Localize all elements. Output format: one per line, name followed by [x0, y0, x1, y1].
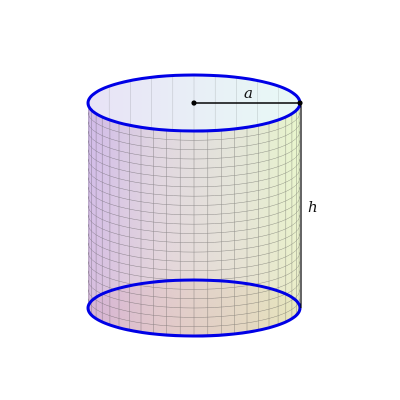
- mesh-arc: [88, 196, 300, 225]
- mesh-arc: [88, 112, 300, 141]
- mesh-arc: [88, 224, 300, 253]
- mesh-arc: [88, 298, 300, 327]
- mesh-arc: [88, 261, 300, 290]
- mesh-arc: [88, 279, 300, 309]
- mesh-arc: [88, 233, 300, 262]
- radius-end-point: [297, 100, 303, 106]
- radius-label: a: [244, 84, 253, 102]
- mesh-arc: [88, 177, 300, 206]
- mesh-arc: [88, 158, 300, 188]
- bottom-rim: [86, 278, 302, 338]
- mesh-arc: [88, 214, 300, 244]
- mesh-arc: [88, 205, 300, 234]
- mesh-arc: [88, 140, 300, 169]
- height-label: h: [308, 198, 318, 216]
- mesh-arc: [88, 186, 300, 216]
- mesh-arc: [88, 242, 300, 272]
- mesh-arc: [88, 168, 300, 197]
- mesh-arc: [88, 270, 300, 299]
- mesh-arc: [88, 149, 300, 178]
- mesh-arc: [88, 130, 300, 160]
- center-point: [191, 100, 197, 106]
- mesh-arc: [88, 289, 300, 318]
- mesh-arc: [88, 121, 300, 150]
- surface-mesh: [88, 106, 300, 336]
